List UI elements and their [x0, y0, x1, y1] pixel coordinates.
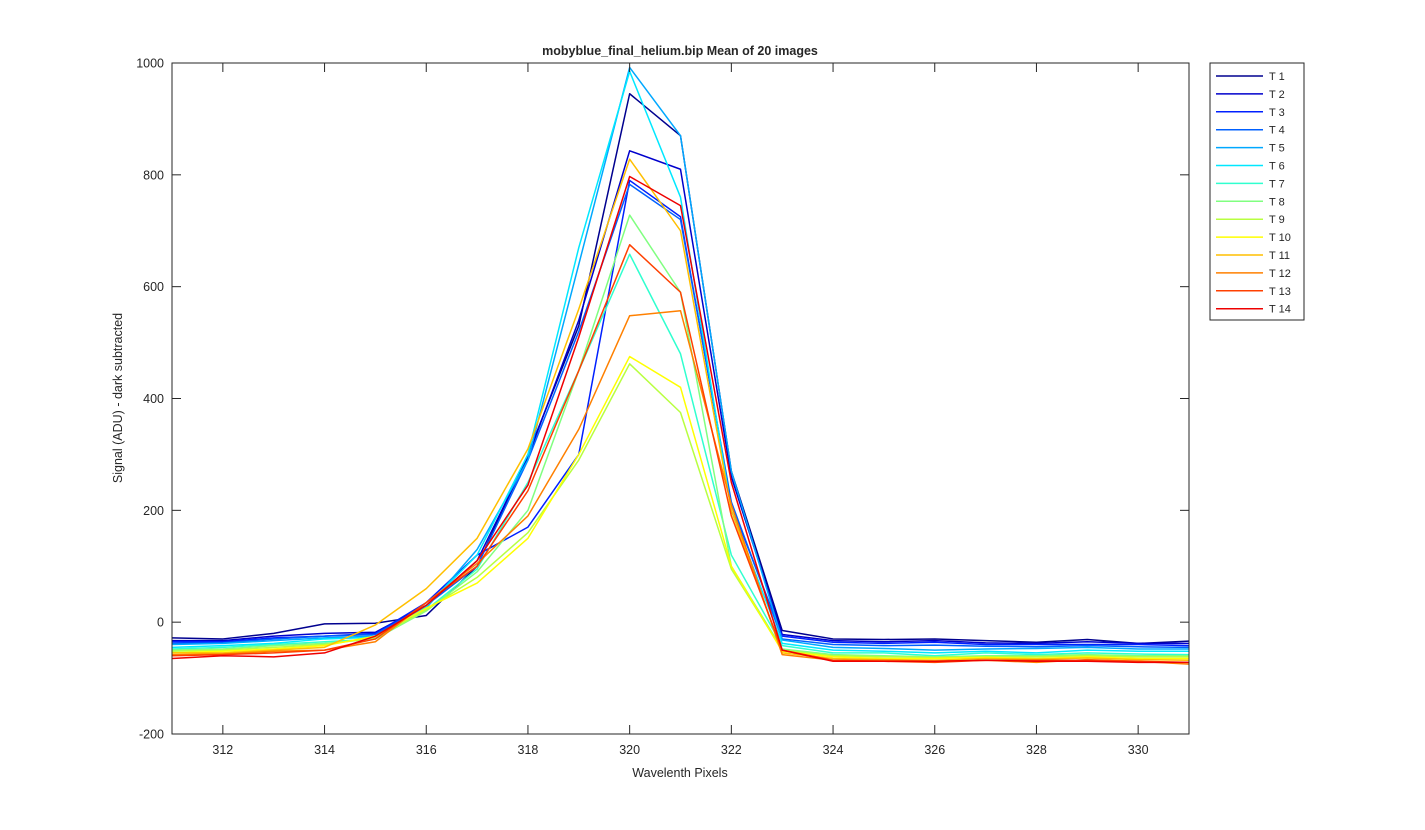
y-tick-label: 200 [143, 504, 164, 518]
legend-label-1: T 1 [1269, 71, 1285, 83]
x-tick-label: 318 [518, 743, 539, 757]
y-tick-label: -200 [139, 728, 164, 742]
series-layer [171, 66, 1190, 665]
x-tick-label: 322 [721, 743, 742, 757]
series-line-5 [171, 66, 1189, 651]
legend-label-3: T 3 [1269, 107, 1285, 119]
legend-label-2: T 2 [1269, 89, 1285, 101]
legend-label-14: T 14 [1269, 304, 1291, 316]
legend-label-7: T 7 [1269, 178, 1285, 190]
chart-title: mobyblue_final_helium.bip Mean of 20 ima… [542, 44, 818, 58]
y-axis-label: Signal (ADU) - dark subtracted [111, 313, 125, 483]
y-tick-label: 0 [157, 616, 164, 630]
axis-ticks: 312 314 316 318 320 322 324 326 328 330 -200 0 200 40… [136, 57, 1189, 757]
x-tick-label: 316 [416, 743, 437, 757]
plot-area [172, 63, 1189, 734]
legend-label-5: T 5 [1269, 143, 1285, 155]
y-tick-label: 800 [143, 168, 164, 182]
y-tick-label: 1000 [136, 57, 164, 71]
legend-label-4: T 4 [1269, 125, 1285, 137]
x-tick-label: 330 [1128, 743, 1149, 757]
x-tick-label: 312 [212, 743, 233, 757]
series-line-4 [171, 183, 1190, 649]
series-line-6 [171, 70, 1189, 654]
legend-label-8: T 8 [1269, 196, 1285, 208]
legend-items: T 1 T 2 T 3 T 4 T 5 T 6 T 7 T 8 T 9 T 10 T 11 T 12 T… [1216, 71, 1291, 316]
legend: T 1 T 2 T 3 T 4 T 5 T 6 T 7 T 8 T 9 T 10 T 11 T 12 T… [1209, 62, 1305, 321]
legend-label-6: T 6 [1269, 161, 1285, 173]
x-tick-label: 314 [314, 743, 335, 757]
series-line-14 [171, 175, 1189, 664]
series-line-11 [172, 158, 1190, 661]
x-axis-label: Wavelenth Pixels [632, 766, 727, 780]
x-tick-label: 324 [823, 743, 844, 757]
series-line-7 [171, 253, 1190, 657]
y-tick-label: 400 [143, 392, 164, 406]
x-tick-label: 326 [924, 743, 945, 757]
legend-label-13: T 13 [1269, 286, 1291, 298]
legend-label-10: T 10 [1269, 232, 1291, 244]
legend-label-12: T 12 [1269, 268, 1291, 280]
legend-label-11: T 11 [1269, 250, 1290, 262]
series-line-2 [172, 150, 1189, 645]
x-tick-label: 320 [619, 743, 640, 757]
legend-box [1209, 62, 1305, 321]
legend-label-9: T 9 [1269, 214, 1285, 226]
y-tick-label: 600 [143, 280, 164, 294]
x-tick-label: 328 [1026, 743, 1047, 757]
